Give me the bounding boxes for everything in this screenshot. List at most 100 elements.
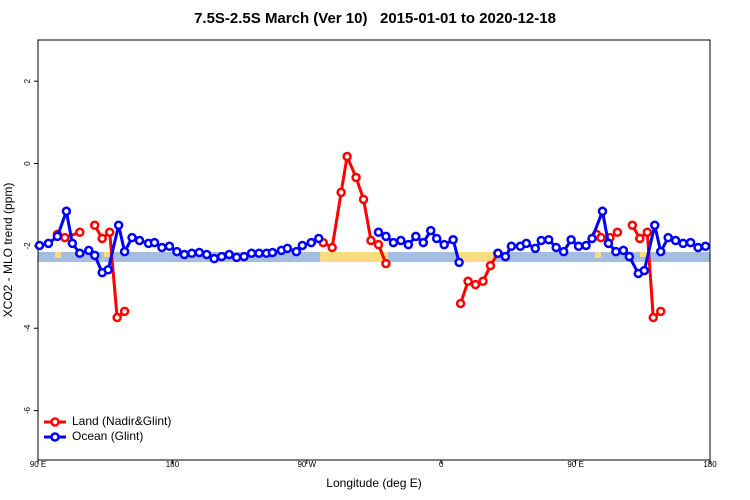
data-point — [216, 251, 227, 262]
data-point — [327, 242, 337, 253]
data-point — [587, 233, 597, 244]
data-point — [642, 227, 653, 238]
x-tick-label: 90 E — [30, 460, 46, 469]
legend-label: Land (Nadir&Glint) — [72, 414, 171, 428]
data-point — [179, 249, 190, 260]
data-point — [282, 243, 293, 254]
data-point — [581, 240, 591, 251]
data-point — [313, 233, 324, 244]
data-point — [596, 232, 606, 243]
plot-frame — [37, 39, 711, 461]
data-point — [396, 235, 406, 246]
data-point — [75, 248, 85, 259]
data-point — [558, 246, 569, 257]
data-point — [470, 279, 481, 290]
data-point — [373, 227, 384, 238]
data-point — [336, 187, 346, 198]
data-point — [639, 265, 650, 276]
data-point — [573, 241, 584, 252]
data-point — [351, 172, 361, 183]
data-point — [366, 235, 376, 246]
chart-title: 7.5S-2.5S March (Ver 10) 2015-01-01 to 2… — [194, 10, 556, 27]
data-point — [603, 238, 614, 249]
data-point — [239, 251, 249, 262]
data-point — [624, 251, 635, 262]
data-point — [224, 249, 234, 260]
data-point — [678, 238, 688, 249]
legend-marker — [50, 432, 60, 442]
data-point — [649, 220, 660, 231]
x-tick-label: 90 W — [297, 460, 316, 469]
data-point — [157, 242, 167, 253]
data-point — [388, 237, 399, 248]
data-point — [89, 220, 100, 231]
land-strip — [595, 252, 601, 258]
legend-box — [40, 412, 185, 448]
data-point — [543, 234, 554, 245]
land-strip — [640, 252, 650, 257]
data-point — [291, 246, 302, 257]
data-point — [611, 246, 621, 257]
data-point — [254, 248, 264, 259]
data-point — [103, 265, 113, 275]
data-point — [342, 151, 352, 162]
data-point — [693, 242, 703, 253]
y-tick-label: 0 — [23, 161, 32, 166]
data-point — [172, 246, 182, 257]
y-tick-label: -6 — [23, 406, 32, 414]
data-point — [455, 298, 466, 309]
legend-label: Ocean (Glint) — [72, 429, 143, 443]
data-point — [381, 231, 391, 242]
data-point — [113, 220, 124, 231]
data-point — [530, 243, 541, 254]
data-point — [306, 237, 317, 248]
land-ocean-strip — [38, 252, 710, 262]
x-tick-label: 180 — [166, 460, 180, 469]
data-point — [209, 253, 219, 264]
data-point — [358, 194, 369, 205]
data-point — [97, 233, 107, 244]
data-point — [164, 241, 175, 252]
data-point — [381, 258, 391, 269]
data-point — [655, 306, 666, 317]
data-point — [104, 227, 115, 238]
data-point — [411, 231, 421, 242]
land-strip — [55, 252, 61, 258]
data-point — [34, 240, 45, 251]
data-point — [493, 248, 503, 259]
x-tick-label: 180 — [703, 460, 717, 469]
data-point — [187, 248, 197, 259]
data-point — [84, 245, 94, 256]
data-point — [67, 238, 78, 249]
legend-marker — [50, 417, 60, 427]
data-point — [403, 239, 414, 250]
data-point — [536, 235, 547, 246]
data-point — [485, 260, 496, 271]
data-point — [425, 225, 436, 236]
data-point — [201, 249, 212, 260]
data-point — [448, 234, 458, 245]
data-point — [194, 247, 205, 258]
data-point — [612, 227, 623, 238]
data-point — [60, 232, 70, 243]
data-point — [478, 276, 488, 287]
data-point — [655, 246, 666, 257]
data-point — [700, 241, 711, 252]
data-point — [463, 276, 473, 287]
data-point — [685, 237, 696, 248]
data-point — [112, 312, 122, 323]
data-point — [119, 246, 130, 257]
data-point — [231, 252, 242, 263]
data-point — [670, 235, 681, 246]
data-point — [134, 235, 145, 246]
data-point — [597, 206, 608, 217]
data-point — [618, 245, 629, 256]
data-point — [43, 238, 54, 249]
data-point — [454, 257, 464, 268]
y-axis-label: XCO2 - MLO trend (ppm) — [1, 183, 15, 318]
data-point — [246, 248, 257, 259]
data-point — [663, 232, 673, 243]
data-point — [648, 312, 659, 323]
data-point — [566, 234, 576, 245]
